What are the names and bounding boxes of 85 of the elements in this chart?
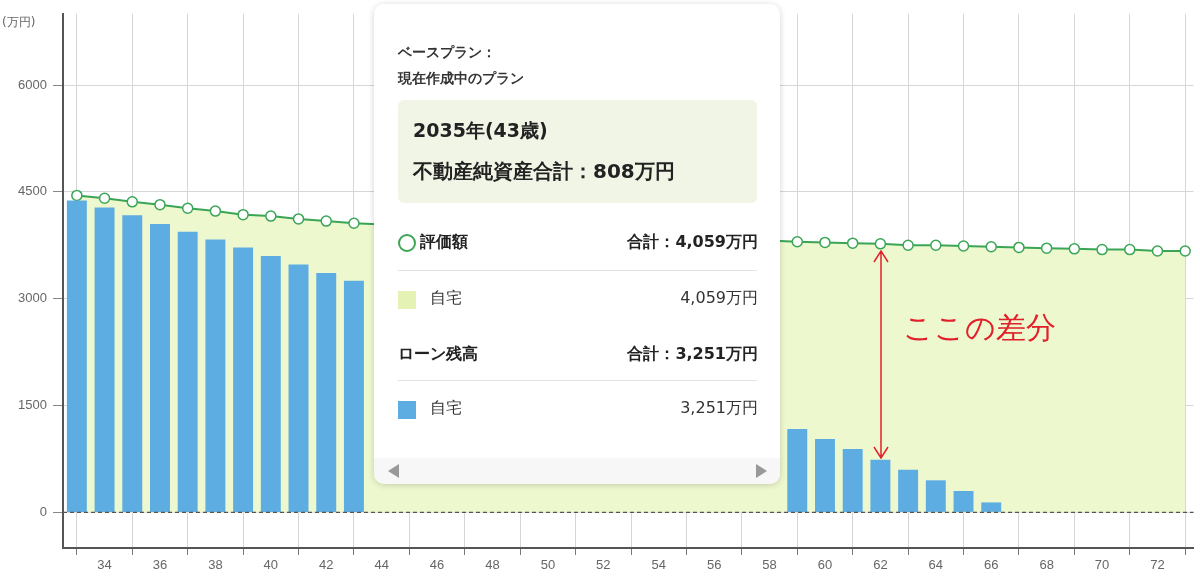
point (874, 238, 887, 250)
point (320, 215, 332, 227)
x-tick-label: 62 (873, 557, 888, 573)
bar (233, 247, 254, 512)
x-tick-label: 36 (152, 557, 168, 573)
x-tick-label: 60 (817, 557, 833, 573)
annotation: 現在作成中のプラン (398, 70, 524, 88)
bar (205, 239, 226, 512)
annotation: 合計：4,059万円 (627, 232, 758, 253)
point (237, 208, 249, 221)
x-tick-label: 70 (1094, 557, 1110, 573)
x-tick-label: 72 (1150, 557, 1165, 573)
x-tick-label: 38 (208, 557, 223, 573)
bar (870, 459, 891, 512)
bar (316, 273, 337, 512)
summary-box: 2035年(43歳) 不動産純資産合計：808万円 (398, 100, 757, 203)
bar (260, 255, 281, 512)
y-tick-label: 0 (39, 503, 47, 519)
point (846, 237, 859, 249)
point (71, 189, 83, 202)
bar (150, 223, 170, 512)
point (348, 217, 360, 230)
y-tick-label: 3000 (18, 290, 47, 306)
bar (953, 491, 974, 512)
x-tick-label: 44 (374, 557, 389, 573)
bar (94, 207, 115, 512)
x-tick-label: 40 (263, 557, 279, 573)
x-tick-label: 68 (1039, 557, 1054, 573)
bar (898, 469, 919, 512)
x-tick-label: 56 (706, 557, 722, 573)
point (292, 213, 305, 225)
x-tick-label: 66 (983, 557, 999, 573)
x-tick-label: 42 (318, 557, 334, 573)
annotation: 自宅 (430, 288, 462, 309)
annotation: 合計：3,251万円 (627, 344, 758, 365)
point (98, 192, 111, 205)
point (126, 196, 139, 208)
annotation: ベースプラン： (398, 44, 496, 62)
point (819, 236, 831, 249)
bar (815, 439, 835, 512)
point (1013, 241, 1025, 254)
point (902, 239, 914, 252)
bar (343, 280, 364, 512)
point (957, 240, 970, 252)
point (1096, 243, 1108, 256)
bar (66, 200, 87, 512)
point (1068, 243, 1081, 255)
x-tick-label: 58 (762, 557, 777, 573)
x-tick-label: 52 (596, 557, 611, 573)
bar (787, 429, 808, 512)
x-tick-label: 46 (429, 557, 445, 573)
bar (842, 449, 863, 512)
annotation: 評価額 (420, 232, 468, 253)
point (1179, 245, 1191, 257)
y-tick-label: 6000 (18, 76, 47, 92)
bar (925, 480, 946, 512)
annotation: 3,251万円 (680, 398, 758, 419)
point (181, 202, 194, 214)
bar (122, 215, 143, 512)
point (930, 239, 942, 252)
annotation: 自宅 (430, 398, 462, 419)
x-tick-label: 34 (97, 557, 112, 573)
point (791, 235, 804, 248)
bar (177, 231, 198, 512)
point (265, 210, 277, 222)
annotation: 2035年(43歳) (413, 118, 548, 143)
point (1124, 243, 1136, 256)
y-axis-title: (万円) (2, 14, 36, 31)
y-tick-label: 4500 (18, 183, 47, 199)
point (985, 240, 997, 253)
x-tick-label: 54 (651, 557, 666, 573)
point (209, 205, 222, 217)
annotation: ここの差分 (903, 309, 1056, 347)
annotation: 4,059万円 (680, 288, 758, 309)
bar (288, 264, 309, 512)
bar (981, 502, 1002, 512)
x-tick-label: 48 (485, 557, 500, 573)
point (1040, 242, 1053, 254)
point (154, 198, 166, 211)
x-tick-label: 50 (540, 557, 556, 573)
y-tick-label: 1500 (18, 397, 47, 413)
point (1151, 245, 1164, 257)
x-tick-label: 64 (928, 557, 944, 573)
annotation: ローン残高 (398, 344, 478, 365)
annotation: 不動産純資産合計：808万円 (413, 158, 675, 185)
